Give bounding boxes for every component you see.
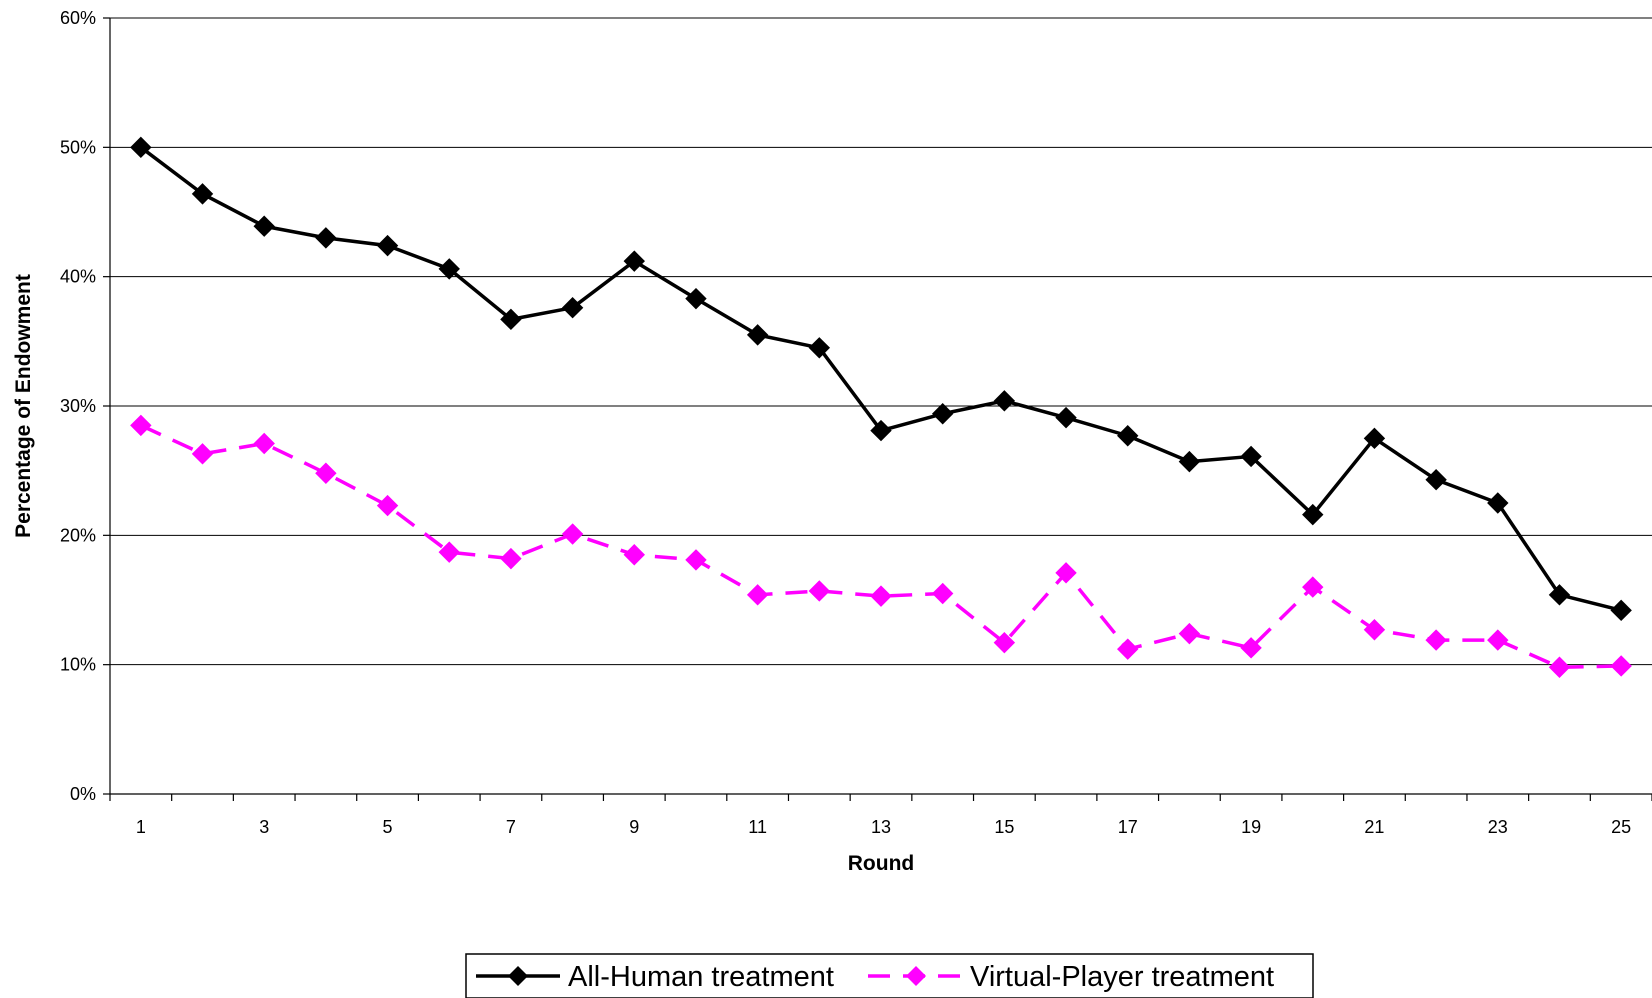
data-point — [561, 296, 584, 319]
y-axis-title: Percentage of Endowment — [12, 274, 35, 538]
data-point — [253, 215, 275, 237]
x-axis-ticks: 1 3 5 7 9 11 13 15 17 19 21 23 25 — [109, 794, 1652, 837]
x-tick-label: 25 — [1611, 817, 1631, 837]
x-tick-label: 21 — [1364, 817, 1384, 837]
x-tick-label: 7 — [506, 817, 516, 837]
y-tick-label: 10% — [60, 655, 96, 675]
x-tick-label: 13 — [871, 817, 891, 837]
data-point — [315, 462, 337, 484]
data-point — [931, 582, 954, 605]
data-point — [500, 547, 522, 570]
y-tick-label: 40% — [60, 267, 96, 287]
data-point — [685, 287, 707, 310]
data-point — [1425, 469, 1447, 491]
data-point — [808, 580, 831, 602]
legend-item-1: Virtual-Player treatment — [868, 961, 1274, 993]
data-point — [870, 419, 892, 442]
y-tick-label: 50% — [60, 137, 96, 157]
y-tick-label: 60% — [60, 8, 96, 28]
data-point — [1425, 629, 1447, 651]
data-point — [1363, 619, 1386, 641]
data-point — [993, 390, 1016, 412]
data-point — [1548, 656, 1571, 678]
data-point — [1548, 584, 1571, 606]
legend-swatch-marker — [508, 966, 528, 986]
data-point — [1302, 576, 1324, 598]
data-point — [500, 308, 522, 331]
legend-label: All-Human treatment — [568, 961, 834, 993]
data-point — [561, 523, 584, 545]
y-tick-label: 0% — [70, 784, 96, 804]
data-point — [1487, 629, 1509, 651]
data-point — [746, 584, 769, 606]
series-layer — [130, 136, 1632, 678]
series-0 — [130, 136, 1632, 622]
y-axis-ticks: 0% 10% 20% 30% 40% 50% 60% — [60, 8, 110, 804]
data-point — [1178, 450, 1201, 473]
data-point — [130, 414, 152, 437]
data-point — [1610, 655, 1632, 677]
data-point — [623, 250, 645, 272]
y-tick-label: 30% — [60, 396, 96, 416]
data-point — [623, 544, 645, 566]
data-point — [376, 494, 399, 517]
data-point — [376, 234, 399, 257]
data-point — [1302, 503, 1324, 526]
x-tick-label: 17 — [1118, 817, 1138, 837]
data-point — [870, 585, 892, 607]
x-axis-title: Round — [848, 852, 914, 875]
x-tick-label: 23 — [1488, 817, 1508, 837]
x-tick-label: 5 — [383, 817, 393, 837]
data-point — [993, 631, 1016, 654]
data-point — [438, 541, 460, 563]
series-1 — [130, 414, 1632, 678]
x-tick-label: 11 — [748, 817, 767, 837]
data-point — [191, 183, 214, 205]
data-point — [130, 136, 152, 159]
data-point — [315, 227, 337, 249]
x-tick-label: 3 — [259, 817, 269, 837]
data-point — [1055, 406, 1077, 429]
x-tick-label: 19 — [1241, 817, 1261, 837]
data-point — [1240, 637, 1262, 659]
gridlines — [110, 17, 1652, 666]
legend: All-Human treatment Virtual-Player treatm… — [465, 953, 1314, 998]
data-point — [1117, 638, 1139, 660]
x-tick-label: 1 — [136, 817, 146, 837]
data-point — [253, 432, 275, 455]
data-point — [438, 258, 460, 280]
legend-item-0: All-Human treatment — [476, 961, 834, 993]
data-point — [1055, 562, 1077, 584]
data-point — [931, 403, 954, 425]
data-point — [685, 549, 707, 571]
x-tick-label: 15 — [994, 817, 1014, 837]
data-point — [808, 337, 831, 359]
legend-swatch-marker — [906, 966, 926, 986]
data-point — [191, 443, 214, 465]
y-tick-label: 20% — [60, 525, 96, 545]
x-tick-label: 9 — [629, 817, 639, 837]
data-point — [1363, 427, 1386, 450]
legend-label: Virtual-Player treatment — [970, 961, 1274, 993]
data-point — [1240, 445, 1262, 468]
data-point — [1610, 599, 1632, 622]
data-point — [1487, 492, 1509, 514]
data-point — [746, 324, 769, 346]
data-point — [1178, 622, 1201, 645]
data-point — [1117, 425, 1139, 447]
